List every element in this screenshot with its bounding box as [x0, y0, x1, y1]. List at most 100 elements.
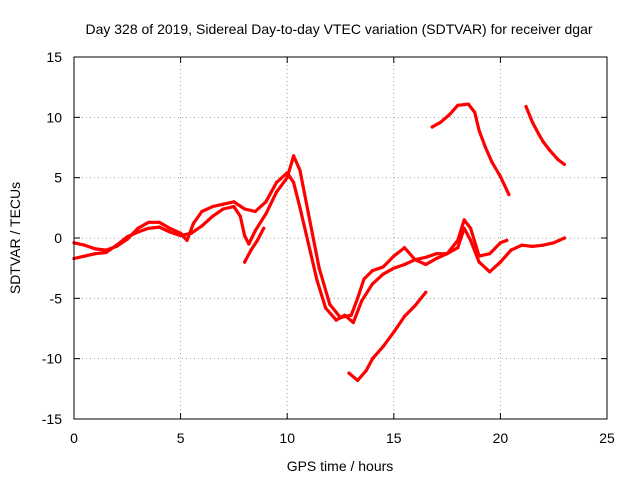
data-point [477, 254, 481, 258]
y-tick-label: 0 [54, 230, 62, 246]
data-point [477, 260, 481, 264]
data-point [434, 252, 438, 256]
data-point [520, 243, 524, 247]
data-point [488, 252, 492, 256]
series-track-6 [524, 104, 566, 166]
x-tick-label: 25 [599, 430, 615, 446]
data-point [243, 207, 247, 211]
data-point [466, 102, 470, 106]
chart-title: Day 328 of 2019, Sidereal Day-to-day VTE… [85, 21, 592, 37]
data-point [200, 224, 204, 228]
data-point [413, 258, 417, 262]
data-point [424, 290, 428, 294]
data-point [456, 103, 460, 107]
x-tick-label: 0 [70, 430, 78, 446]
data-point [221, 202, 225, 206]
data-point [413, 304, 417, 308]
data-point [505, 238, 509, 242]
data-point [552, 241, 556, 245]
data-point [541, 139, 545, 144]
data-point [556, 158, 560, 162]
data-point [200, 209, 204, 214]
data-point [537, 132, 541, 136]
data-point [430, 125, 434, 129]
data-point [232, 200, 236, 204]
data-point [324, 306, 328, 310]
data-point [447, 113, 451, 117]
data-point [370, 282, 375, 286]
data-point [469, 226, 473, 230]
data-point [547, 148, 552, 152]
data-point [524, 104, 528, 109]
data-point [253, 229, 257, 233]
data-point [392, 330, 396, 334]
x-tick-label: 5 [177, 430, 185, 446]
data-point [530, 120, 535, 124]
data-point [243, 260, 247, 264]
data-point [317, 266, 321, 270]
x-axis-label: GPS time / hours [287, 458, 394, 474]
data-point [315, 278, 319, 282]
data-point [562, 162, 567, 166]
data-point [381, 265, 385, 269]
data-point [93, 252, 97, 256]
data-point [498, 241, 502, 245]
data-point [249, 248, 253, 252]
data-point [402, 262, 407, 267]
data-point [507, 193, 511, 197]
data-point [262, 226, 266, 230]
data-point [498, 174, 502, 179]
data-point [298, 206, 302, 210]
data-point [115, 243, 119, 247]
y-tick-label: 5 [54, 170, 62, 186]
y-tick-label: 15 [46, 49, 62, 65]
data-point [424, 262, 428, 267]
data-point [392, 254, 396, 258]
x-tick-label: 10 [279, 430, 295, 446]
data-point [490, 160, 494, 164]
data-point [364, 369, 368, 373]
data-point [255, 238, 259, 242]
y-tick-label: -15 [42, 411, 62, 427]
data-point [264, 212, 268, 216]
data-point [93, 247, 97, 251]
ticks: 0 5 10 15 20 25 -15 -10 -5 0 5 10 15 [42, 49, 615, 446]
data-point [445, 252, 449, 256]
series-track-3 [243, 226, 266, 264]
data-point [392, 266, 396, 270]
data-point [157, 225, 161, 229]
data-point [157, 220, 161, 224]
series-track-1 [72, 171, 566, 325]
y-tick-label: 10 [46, 109, 62, 125]
data-point [264, 200, 268, 204]
data-point [211, 214, 215, 218]
data-point [243, 234, 247, 238]
data-point [439, 120, 443, 124]
data-point [351, 320, 355, 325]
data-point [462, 218, 466, 222]
data-point [402, 246, 407, 250]
data-point [274, 190, 279, 194]
data-point [285, 176, 289, 180]
data-point [306, 242, 311, 246]
data-point [381, 345, 385, 349]
data-point [247, 242, 251, 246]
y-tick-label: -10 [42, 351, 62, 367]
data-point [125, 235, 129, 239]
data-point [370, 269, 375, 273]
data-point [147, 220, 151, 224]
data-point [232, 205, 236, 209]
data-point [334, 318, 338, 322]
data-point [306, 212, 311, 216]
data-point [456, 246, 460, 250]
data-point [221, 207, 225, 211]
data-point [530, 244, 535, 248]
data-point [83, 254, 87, 258]
data-point [424, 255, 428, 259]
data-point [362, 277, 366, 281]
data-point [356, 296, 360, 300]
y-axis-label: SDTVAR / TECUs [7, 182, 23, 294]
data-point [488, 270, 492, 274]
grid [74, 57, 607, 419]
